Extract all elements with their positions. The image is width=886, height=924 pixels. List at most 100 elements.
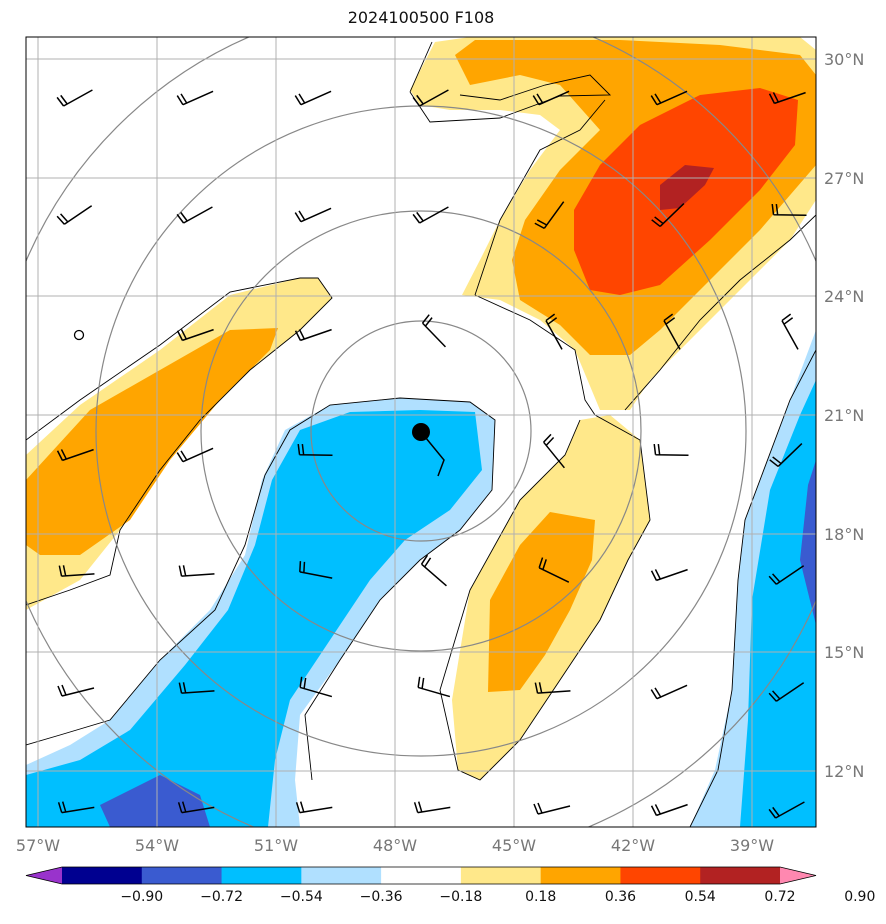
anomaly-contours: [26, 41, 816, 827]
wind-barb: [663, 313, 681, 350]
colorbar-label: 0.90: [844, 889, 875, 905]
colorbar-label: 0.18: [525, 889, 556, 905]
wind-barbs: [56, 89, 807, 819]
wind-barb: [421, 314, 447, 348]
wind-barb: [653, 443, 689, 457]
storm-center-marker: [412, 423, 430, 441]
lon-label: 54°W: [135, 836, 179, 855]
colorbar-label: −0.36: [360, 889, 403, 905]
wind-barb: [413, 801, 451, 814]
lat-label: 18°N: [824, 525, 864, 544]
colorbar-segment: [540, 867, 621, 884]
wind-barb: [177, 801, 215, 814]
positive-anomaly-northeast-max: [660, 165, 714, 210]
wind-barb: [178, 682, 215, 694]
latitude-labels: 30°N 27°N 24°N 21°N 18°N 15°N 12°N: [824, 50, 864, 781]
lat-label: 21°N: [824, 406, 864, 425]
wind-barb: [58, 565, 95, 577]
negative-anomaly-region: [26, 410, 482, 827]
lon-label: 42°W: [611, 836, 655, 855]
wind-barb: [650, 684, 688, 700]
wind-barb: [768, 801, 805, 819]
wind-barb: [417, 676, 451, 698]
calm-wind-marker: [73, 329, 85, 341]
colorbar-label: 0.36: [605, 889, 636, 905]
wind-barb: [299, 676, 333, 698]
colorbar-segment: [221, 867, 302, 884]
wind-barb: [543, 433, 565, 469]
colorbar-segment: [700, 867, 781, 884]
wind-barb: [771, 203, 807, 217]
lat-label: 30°N: [824, 50, 864, 69]
lon-label: 39°W: [730, 836, 774, 855]
wind-barb: [57, 801, 95, 814]
wind-barb: [176, 447, 214, 463]
negative-anomaly-east: [740, 380, 816, 827]
colorbar-extend-high: [780, 867, 816, 884]
wind-barb: [769, 442, 803, 468]
colorbar-label: −0.90: [120, 889, 163, 905]
colorbar: −0.90 −0.72 −0.54 −0.36 −0.18 0.18 0.36 0.54 0.7…: [25, 866, 875, 905]
wind-barb: [297, 443, 333, 457]
wind-barb: [294, 328, 332, 342]
wind-barb: [545, 313, 563, 350]
graticule: [26, 37, 816, 827]
wind-barb: [768, 565, 805, 585]
wind-barb: [420, 554, 447, 587]
wind-barb: [781, 313, 799, 350]
longitude-labels: 57°W 54°W 51°W 48°W 45°W 42°W 39°W: [16, 836, 774, 855]
wind-barb: [176, 328, 214, 342]
wind-barb: [295, 801, 333, 814]
wind-barb: [178, 565, 215, 577]
wind-barb: [412, 206, 449, 224]
wind-barb: [176, 206, 213, 224]
colorbar-label: −0.72: [200, 889, 243, 905]
wind-barb: [56, 448, 94, 462]
wind-barb: [56, 205, 93, 225]
lon-label: 45°W: [492, 836, 536, 855]
colorbar-segment: [620, 867, 701, 884]
wind-barb: [534, 682, 571, 694]
strong-negative-east: [800, 460, 816, 625]
map-frame: [25, 36, 817, 828]
colorbar-label: −0.18: [439, 889, 482, 905]
wind-barb: [650, 568, 688, 582]
lat-label: 24°N: [824, 287, 864, 306]
map-plot-area: [26, 37, 816, 827]
lon-label: 48°W: [373, 836, 417, 855]
wind-barb: [294, 90, 332, 106]
lat-label: 15°N: [824, 643, 864, 662]
wind-barb: [534, 201, 565, 230]
strong-negative-region: [100, 775, 210, 827]
positive-anomaly-south-core: [488, 512, 595, 692]
lat-label: 12°N: [824, 762, 864, 781]
wind-barb: [768, 91, 806, 105]
wind-barb: [532, 90, 570, 106]
wind-barb: [650, 803, 688, 817]
colorbar-segment: [301, 867, 382, 884]
colorbar-outline: [25, 866, 817, 885]
colorbar-label: 0.72: [764, 889, 795, 905]
colorbar-segment: [381, 867, 462, 884]
wind-barb: [56, 89, 93, 107]
lon-label: 57°W: [16, 836, 60, 855]
wind-barb: [651, 202, 685, 228]
colorbar-segment: [141, 867, 223, 884]
positive-anomaly-west-core: [26, 328, 278, 555]
wind-barb: [57, 684, 95, 697]
wind-barb: [294, 207, 332, 223]
lon-label: 51°W: [254, 836, 298, 855]
wind-barb: [538, 557, 570, 583]
wind-barb: [176, 90, 214, 106]
wind-barb: [650, 90, 688, 106]
wind-barb: [533, 802, 571, 815]
colorbar-segment: [460, 867, 542, 884]
wind-barb: [768, 682, 805, 702]
lat-label: 27°N: [824, 169, 864, 188]
colorbar-label: −0.54: [280, 889, 323, 905]
colorbar-segment: [62, 867, 143, 884]
wind-barb: [299, 561, 333, 579]
map-title: 2024100500 F108: [347, 8, 495, 27]
wind-barb: [420, 431, 445, 477]
